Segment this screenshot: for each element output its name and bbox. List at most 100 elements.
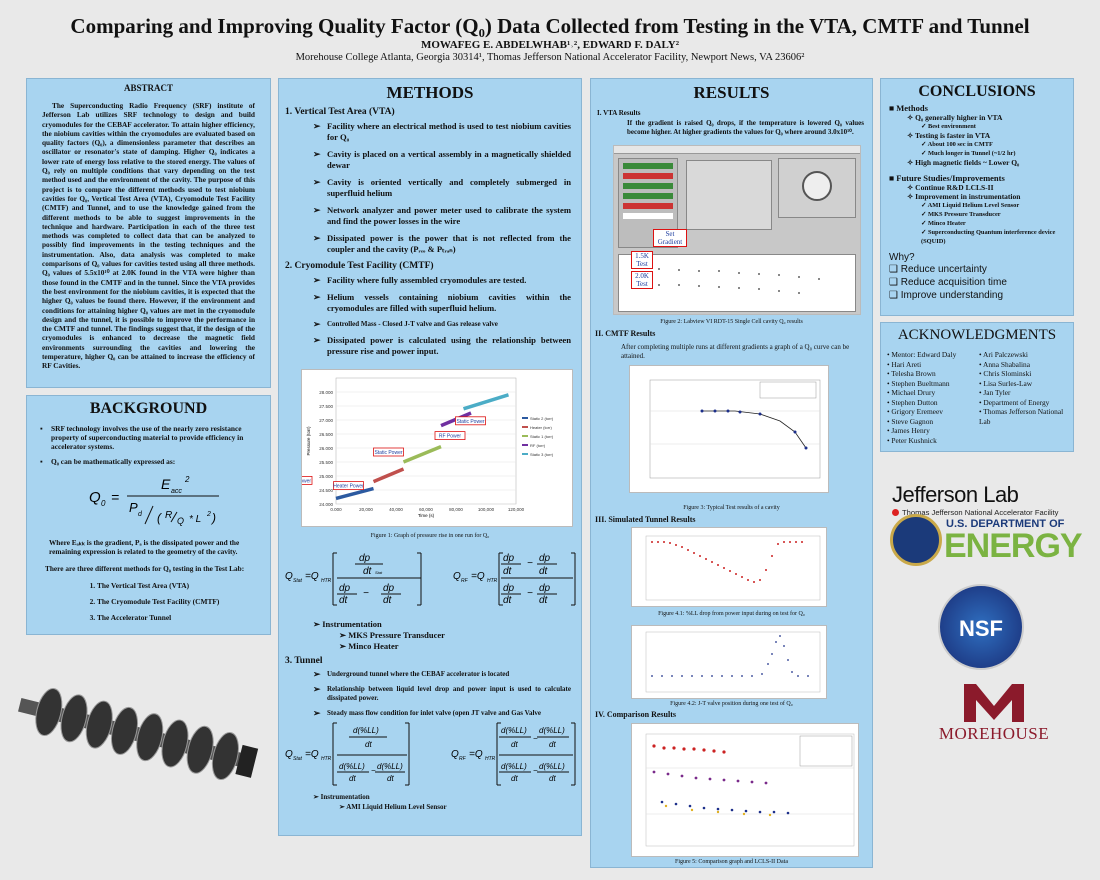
cmtf-heading: 2. Cryomodule Test Facility (CMTF) (285, 261, 434, 271)
tunnel-bullet: Underground tunnel where the CEBAF accel… (279, 670, 581, 679)
why-item: ❑ Reduce acquisition time (889, 277, 1007, 288)
svg-text:d(%LL): d(%LL) (339, 762, 365, 771)
tunnel-results-heading: III. Simulated Tunnel Results (595, 515, 696, 524)
acknowledgments-title: ACKNOWLEDGMENTS (897, 327, 1057, 343)
comparison-chart (645, 733, 855, 847)
acknowledgment-name: • Hari Areti (887, 359, 922, 369)
conclusion-item: ✓ Much longer in Tunnel (~1/2 hr) (921, 150, 1016, 157)
acknowledgments-col1: • Mentor: Edward Daly • Hari Areti • Teles… (887, 350, 979, 445)
vta-results-heading: I. VTA Results (597, 109, 641, 117)
why-item-label: Reduce uncertainty (900, 264, 987, 275)
acknowledgment-name: • Stephen Bueltmann (887, 378, 950, 388)
svg-text:Q: Q (285, 571, 293, 582)
q0-equation-graphic: Q 0 = E acc 2 P d ( R Q * L 2 ) (89, 475, 219, 526)
morehouse-logo: MOREHOUSE (934, 680, 1054, 760)
svg-text:): ) (210, 511, 216, 525)
figure-3 (629, 365, 829, 493)
conclusions-future: ■ Future Studies/Improvements (889, 173, 1005, 183)
annotation-label: RF Power (439, 434, 462, 440)
cavity-illustration (18, 688, 259, 781)
annotation-label: Static Power (456, 419, 484, 425)
svg-text:d(%LL): d(%LL) (501, 726, 527, 735)
cmtf-bullet: Helium vessels containing niobium caviti… (279, 292, 581, 314)
svg-text:−: − (527, 588, 533, 599)
acknowledgment-name: • James Henry (887, 426, 930, 435)
svg-text:RF: RF (461, 578, 469, 584)
figure-1: 24.000 24.500 25.000 25.500 26.000 26.500 27.0… (281, 369, 573, 527)
labview-plot-graphic (658, 268, 820, 294)
why-item: ❑ Improve understanding (889, 290, 1004, 301)
annotation-box (434, 431, 466, 440)
acknowledgment-name: • Lisa Surles-Law (979, 378, 1033, 388)
svg-text:E: E (161, 476, 171, 492)
method-item: The Accelerator Tunnel (97, 613, 270, 622)
acknowledgment-name: • Department of Energy (979, 397, 1050, 407)
series-line (335, 486, 374, 501)
results-title: RESULTS (693, 83, 770, 102)
method-item: The Cryomodule Test Facility (CMTF) (97, 597, 270, 606)
poster-title: Comparing and Improving Quality Factor (… (70, 14, 1030, 38)
svg-text:=Q: =Q (305, 749, 319, 760)
x-axis-label: Time (s) (418, 513, 435, 518)
tunnel-instrumentation: ➢ Instrumentation ➢ AMI Liquid Helium Le… (313, 793, 447, 811)
jlab-dot-icon (892, 509, 899, 516)
background-bullet: Q₀ can be mathematically expressed as: (40, 457, 262, 466)
vta-bullet: Cavity is oriented vertically and comple… (279, 177, 581, 199)
legend-label: Heater (torr) (530, 425, 552, 430)
x-tick-label: 80,000 (449, 507, 463, 512)
acknowledgment-name: • Jan Tyler (979, 388, 1011, 397)
x-tick-label: 60,000 (419, 507, 433, 512)
affiliation: Morehouse College Atlanta, Georgia 30314… (295, 52, 805, 63)
conclusion-item: ✧ Testing is faster in VTA (907, 131, 991, 140)
labview-toolbar (614, 146, 860, 154)
tunnel-equations: Q Stat =Q HTR d(%LL)dt d(%LL)dt − d(%LL)dt Q… (285, 722, 576, 786)
labview-controls (618, 158, 678, 248)
x-tick-label: 40,000 (389, 507, 403, 512)
svg-text:−: − (533, 734, 538, 743)
svg-text:dt: dt (539, 595, 549, 606)
svg-text:=Q: =Q (305, 571, 319, 582)
doe-logo: U.S. DEPARTMENT OF ENERGY (890, 514, 1095, 570)
legend-label: Static 3 (torr) (530, 452, 554, 457)
jlab-logo-text: Jefferson Lab (892, 482, 1019, 507)
svg-text:dp: dp (339, 583, 351, 594)
methods-list: The Vertical Test Area (VTA) The Cryomod… (27, 581, 270, 622)
label-1-5k-test: 1.5K Test (631, 251, 653, 269)
nsf-logo-text: NSF (959, 616, 1003, 641)
jlab-logo-sub: Thomas Jefferson National Accelerator Fa… (892, 508, 1092, 517)
legend-label: Static 1 (torr) (530, 434, 554, 439)
x-tick-label: 0.000 (330, 507, 342, 512)
acknowledgment-name: • Stephen Dutton (887, 397, 938, 407)
svg-text:d(%LL): d(%LL) (353, 726, 379, 735)
cmtf-bullet: Controlled Mass - Closed J-T valve and G… (279, 320, 581, 329)
y-tick-label: 26.000 (319, 446, 333, 451)
labview-screenshot (613, 145, 861, 315)
svg-text:dp: dp (539, 583, 551, 594)
figure-3-caption: Figure 3: Typical Test results of a cavi… (683, 505, 780, 511)
tunnel-bullet: Relationship between liquid level drop a… (279, 685, 581, 703)
figure-5-caption: Figure 5: Comparison graph and LCLS-II D… (675, 859, 788, 865)
authors: MOWAFEG E. ABDELWHAB¹˒², EDWARD F. DALY² (420, 39, 680, 51)
q0-equation: Q 0 = E acc 2 P d ( R Q * L 2 ) (27, 472, 270, 534)
acknowledgments-columns: • Mentor: Edward Daly • Hari Areti • Teles… (881, 350, 1073, 445)
svg-text:P: P (129, 500, 138, 515)
instrumentation-label: Instrumentation (320, 793, 370, 801)
annotation-label: Static Power (374, 450, 402, 456)
cmtf-bullet: Dissipated power is calculated using the… (279, 335, 581, 357)
why-list: ❑ Reduce uncertainty ❑ Reduce acquisitio… (881, 263, 1073, 302)
svg-text:Stat: Stat (293, 756, 303, 762)
doe-top-text: U.S. DEPARTMENT OF (946, 518, 1065, 530)
acknowledgment-name: • Thomas Jefferson National Lab (979, 407, 1064, 426)
svg-text:dt: dt (511, 740, 518, 749)
y-tick-label: 27.000 (319, 418, 333, 423)
vta-bullet: Dissipated power is the power that is no… (279, 233, 581, 255)
svg-text:−: − (371, 766, 376, 775)
acknowledgment-name: • Ari Palczewski (979, 350, 1028, 359)
vta-bullet: Network analyzer and power meter used to… (279, 205, 581, 227)
legend-label: Static 2 (torr) (530, 416, 554, 421)
cmtf-results-text: After completing multiple runs at differ… (621, 343, 850, 360)
equation-note: Where Eₐₖₖ is the gradient, Pₐ is the di… (49, 538, 240, 556)
labview-dial-panel (778, 158, 856, 218)
svg-text:HTR: HTR (321, 756, 332, 762)
